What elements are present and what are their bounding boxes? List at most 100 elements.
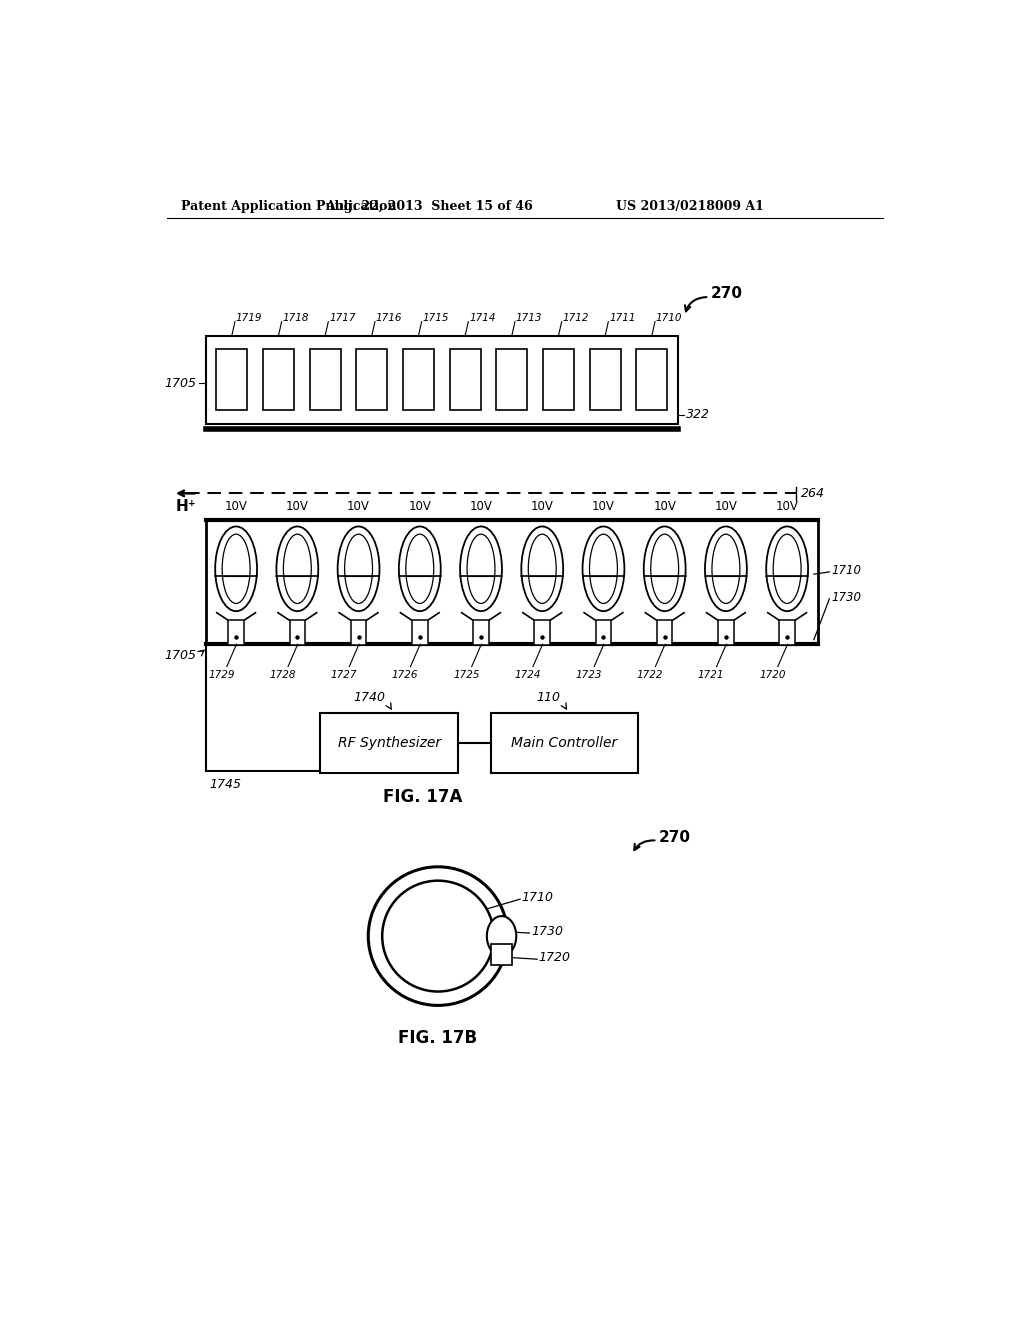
Text: 1745: 1745 xyxy=(209,779,242,791)
Ellipse shape xyxy=(644,527,686,611)
Ellipse shape xyxy=(399,527,440,611)
Text: 10V: 10V xyxy=(715,499,737,512)
Bar xyxy=(657,620,673,645)
Text: 10V: 10V xyxy=(224,499,248,512)
Text: 1728: 1728 xyxy=(269,671,296,680)
Text: 1722: 1722 xyxy=(637,671,664,680)
Text: 270: 270 xyxy=(658,830,691,845)
Text: 1724: 1724 xyxy=(514,671,541,680)
Text: 1720: 1720 xyxy=(759,671,785,680)
Circle shape xyxy=(369,867,508,1006)
Bar xyxy=(636,348,668,411)
Bar xyxy=(321,713,458,774)
Text: 1719: 1719 xyxy=(236,313,262,323)
Bar xyxy=(263,348,294,411)
Text: 10V: 10V xyxy=(470,499,493,512)
Text: 10V: 10V xyxy=(530,499,554,512)
Text: 1710: 1710 xyxy=(655,313,682,323)
Ellipse shape xyxy=(460,527,502,611)
Circle shape xyxy=(382,880,494,991)
Text: 1716: 1716 xyxy=(376,313,402,323)
Ellipse shape xyxy=(773,535,801,603)
Bar xyxy=(356,348,387,411)
Text: 270: 270 xyxy=(711,285,742,301)
Ellipse shape xyxy=(276,527,318,611)
Text: 1711: 1711 xyxy=(609,313,636,323)
Bar xyxy=(290,620,305,645)
Text: 1705: 1705 xyxy=(164,376,197,389)
Text: 1712: 1712 xyxy=(562,313,589,323)
Ellipse shape xyxy=(338,527,380,611)
Text: 10V: 10V xyxy=(592,499,614,512)
Text: FIG. 17A: FIG. 17A xyxy=(383,788,462,807)
Bar xyxy=(351,620,367,645)
Ellipse shape xyxy=(590,535,617,603)
Bar xyxy=(590,348,621,411)
Ellipse shape xyxy=(705,527,746,611)
Text: 1717: 1717 xyxy=(329,313,355,323)
Text: 1730: 1730 xyxy=(531,925,563,939)
Text: 1710: 1710 xyxy=(521,891,554,904)
Bar xyxy=(718,620,733,645)
Text: 322: 322 xyxy=(686,408,710,421)
Ellipse shape xyxy=(222,535,250,603)
Bar xyxy=(450,348,480,411)
Ellipse shape xyxy=(215,527,257,611)
Text: 1725: 1725 xyxy=(453,671,479,680)
Text: 1713: 1713 xyxy=(516,313,543,323)
Bar xyxy=(403,348,434,411)
Text: H⁺: H⁺ xyxy=(176,499,197,513)
Ellipse shape xyxy=(467,535,495,603)
Text: 1726: 1726 xyxy=(392,671,419,680)
Text: 1729: 1729 xyxy=(208,671,234,680)
Bar xyxy=(490,713,638,774)
Bar xyxy=(543,348,574,411)
Text: 1718: 1718 xyxy=(283,313,309,323)
Text: 264: 264 xyxy=(801,487,824,500)
Text: 10V: 10V xyxy=(347,499,370,512)
Text: Aug. 22, 2013  Sheet 15 of 46: Aug. 22, 2013 Sheet 15 of 46 xyxy=(325,199,532,213)
Text: 1714: 1714 xyxy=(469,313,496,323)
Bar xyxy=(216,348,248,411)
Ellipse shape xyxy=(345,535,373,603)
Text: 1720: 1720 xyxy=(539,952,570,964)
Text: 1727: 1727 xyxy=(331,671,357,680)
Ellipse shape xyxy=(406,535,434,603)
Text: Patent Application Publication: Patent Application Publication xyxy=(180,199,396,213)
Text: 1740: 1740 xyxy=(353,690,385,704)
Text: 1705: 1705 xyxy=(164,648,197,661)
Bar xyxy=(596,620,611,645)
Ellipse shape xyxy=(521,527,563,611)
Bar xyxy=(206,335,678,424)
Ellipse shape xyxy=(712,535,740,603)
Bar xyxy=(779,620,795,645)
Bar xyxy=(497,348,527,411)
Text: 1721: 1721 xyxy=(698,671,724,680)
Ellipse shape xyxy=(486,916,516,956)
Bar xyxy=(473,620,488,645)
Text: 1730: 1730 xyxy=(830,591,861,603)
Text: 1723: 1723 xyxy=(575,671,602,680)
Text: 110: 110 xyxy=(537,690,560,704)
Text: 1710: 1710 xyxy=(830,564,861,577)
Bar xyxy=(412,620,428,645)
Text: US 2013/0218009 A1: US 2013/0218009 A1 xyxy=(616,199,764,213)
Text: 10V: 10V xyxy=(286,499,309,512)
Text: RF Synthesizer: RF Synthesizer xyxy=(338,735,440,750)
Bar xyxy=(206,520,818,644)
Text: 10V: 10V xyxy=(409,499,431,512)
Text: 10V: 10V xyxy=(653,499,676,512)
Ellipse shape xyxy=(528,535,556,603)
Ellipse shape xyxy=(766,527,808,611)
Text: 1715: 1715 xyxy=(423,313,449,323)
Ellipse shape xyxy=(650,535,679,603)
Ellipse shape xyxy=(583,527,625,611)
Bar xyxy=(228,620,244,645)
Ellipse shape xyxy=(284,535,311,603)
Bar xyxy=(535,620,550,645)
Bar xyxy=(309,348,341,411)
Text: 10V: 10V xyxy=(776,499,799,512)
Bar xyxy=(490,944,512,965)
Text: FIG. 17B: FIG. 17B xyxy=(398,1028,477,1047)
Text: Main Controller: Main Controller xyxy=(511,735,617,750)
